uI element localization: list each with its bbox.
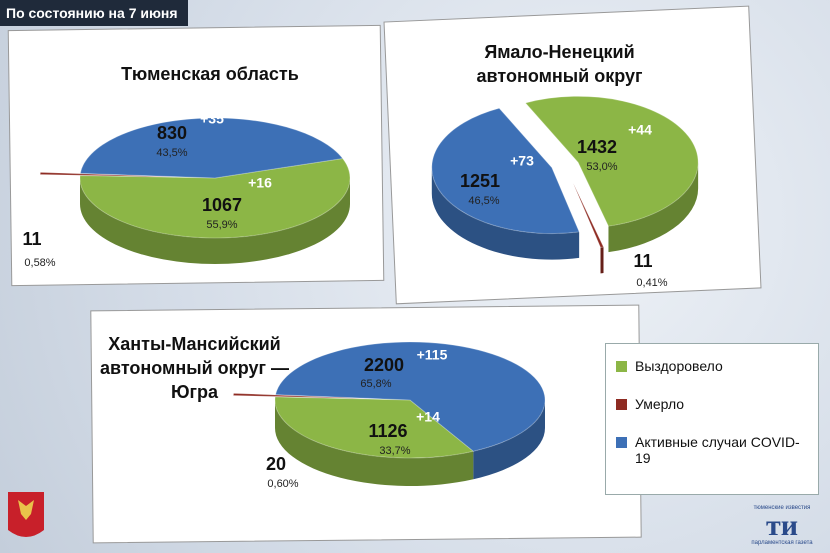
percent-label: 65,8% [360,378,391,390]
increment-label: +44 [628,122,652,138]
percent-label: 55,9% [206,219,237,231]
value-label: 2200 [364,355,404,375]
legend-swatch [616,399,627,410]
legend-swatch [616,361,627,372]
logo-mark: ти [765,509,799,542]
increment-label: +115 [417,347,448,363]
value-label: 1067 [202,195,242,215]
increment-label: +16 [248,175,272,191]
slice [431,107,580,235]
legend-swatch [616,437,627,448]
chart-title: Ямало-Ненецкий автономный округ [476,42,643,86]
value-label: 1432 [577,137,617,157]
slice [524,95,699,227]
slice [274,341,546,452]
chart-title: Ханты-Мансийский автономный округ — Югра [100,334,289,402]
slice [572,182,605,248]
percent-label: 46,5% [468,195,499,207]
increment-label: +35 [200,111,224,127]
slice [274,396,475,459]
slice [79,117,344,179]
legend: Выздоровело Умерло Активные случаи COVID-1… [605,343,819,495]
legend-label: Умерло [635,396,685,412]
emblem-eagle [18,500,34,520]
percent-label: 0,60% [267,478,298,490]
chart-title: Тюменская область [121,64,299,84]
slice [79,157,351,239]
slice-side [608,162,699,253]
header: По состоянию на 7 июня [0,0,188,26]
legend-item: Выздоровело [616,358,808,374]
value-label: 830 [157,123,187,143]
value-label: 1126 [368,421,407,441]
percent-label: 33,7% [379,445,410,457]
value-label: 11 [633,251,652,271]
slice [232,392,369,400]
percent-label: 0,41% [636,277,667,289]
legend-label: Выздоровело [635,358,723,374]
slice-side [431,167,580,260]
slice-side [600,247,604,274]
logo: тюменские известия ти парламентская газе… [742,505,822,547]
legend-item: Умерло [616,396,808,412]
increment-label: +73 [510,153,534,169]
percent-label: 0,58% [24,257,55,269]
legend-item: Активные случаи COVID-19 [616,434,808,466]
value-label: 1251 [460,171,500,191]
slice-side [275,400,474,486]
percent-label: 43,5% [156,147,187,159]
slice [39,171,176,178]
percent-label: 53,0% [586,161,617,173]
increment-label: +14 [416,409,440,425]
value-label: 11 [22,229,41,249]
slice-side [473,400,545,480]
logo-bottom: парламентская газета [751,540,813,546]
legend-label: Активные случаи COVID-19 [635,434,800,466]
logo-top: тюменские известия [753,505,811,511]
slice-side [80,178,350,264]
value-label: 20 [266,454,286,474]
